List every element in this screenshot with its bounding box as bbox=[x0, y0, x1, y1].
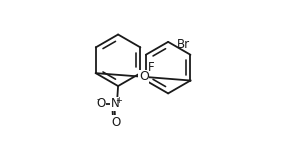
Text: -: - bbox=[97, 96, 100, 105]
Text: +: + bbox=[115, 96, 122, 105]
Text: O: O bbox=[111, 116, 120, 129]
Text: N: N bbox=[111, 97, 119, 110]
Text: O: O bbox=[139, 70, 149, 83]
Text: O: O bbox=[97, 97, 106, 110]
Text: F: F bbox=[148, 61, 154, 74]
Text: Br: Br bbox=[177, 38, 190, 51]
